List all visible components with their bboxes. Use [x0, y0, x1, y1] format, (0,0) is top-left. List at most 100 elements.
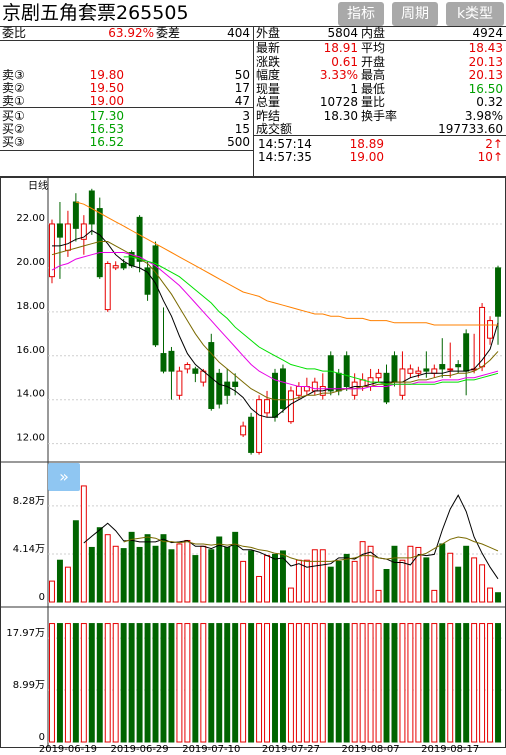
- volume-bar: [311, 549, 318, 603]
- expand-panel-button[interactable]: »: [48, 463, 80, 491]
- candle-body: [136, 216, 143, 262]
- stat-value: 20.13: [468, 54, 503, 69]
- oi-bar: [455, 623, 462, 743]
- candle-body: [447, 368, 454, 371]
- volume-bar: [343, 553, 350, 603]
- volume-bar: [455, 566, 462, 603]
- volume-bar: [375, 589, 382, 603]
- volume-bar: [479, 564, 486, 603]
- candle-body: [375, 372, 382, 379]
- oi-bar: [120, 623, 127, 743]
- candle-body: [160, 353, 167, 372]
- oi-bar: [431, 623, 438, 743]
- stat-value: 3.98%: [464, 108, 503, 123]
- stat-label: 最高: [361, 68, 386, 82]
- bid-label: 买②: [2, 122, 25, 136]
- candle-body: [49, 223, 55, 278]
- oi-bar: [327, 623, 334, 743]
- volume-bar: [248, 550, 255, 603]
- bid-label: 买①: [2, 109, 25, 123]
- oi-bar: [439, 623, 446, 743]
- ma60-line: [75, 201, 498, 326]
- volume-bar: [367, 545, 374, 603]
- candle-body: [232, 381, 239, 388]
- ask-label: 卖②: [2, 81, 25, 95]
- oi-bar: [303, 623, 310, 743]
- oi-bar: [423, 623, 430, 743]
- ask-price: 19.00: [89, 94, 124, 108]
- tick-time: 14:57:14: [258, 137, 312, 151]
- candle-body: [112, 265, 119, 269]
- stat-label: 换手率: [361, 108, 398, 123]
- stat-value: 0.32: [476, 95, 503, 109]
- price-tick-label: 16.00: [16, 345, 45, 356]
- period-label: 日线: [28, 179, 48, 192]
- oi-tick-label: 17.97万: [6, 628, 45, 639]
- ma30-line: [123, 256, 499, 385]
- oi-bar: [359, 623, 366, 743]
- volume-bar: [279, 550, 286, 603]
- page-title: 京剧五角套票265505: [2, 2, 189, 24]
- oi-bar: [471, 623, 478, 743]
- oi-bar: [216, 623, 223, 743]
- price-tick-label: 20.00: [16, 257, 45, 268]
- volume-bar: [128, 531, 135, 603]
- volume-bar: [144, 534, 151, 603]
- date-label: 2019-08-07: [342, 744, 400, 755]
- candle-body: [383, 372, 390, 403]
- tick-vol: 2↑: [485, 137, 503, 151]
- ma5-line: [52, 229, 499, 418]
- oi-bar: [192, 623, 199, 743]
- volume-bar: [327, 566, 334, 603]
- candle-body: [120, 262, 127, 269]
- candle-body: [463, 333, 470, 372]
- kline-chart[interactable]: 日线 22.00 20.00 18.00 16.00 14.00 12.00 8.28万 4.1…: [0, 177, 506, 755]
- oi-bar: [463, 623, 470, 743]
- stat-label: 总量: [256, 95, 281, 109]
- candle-body: [208, 342, 215, 409]
- ask-volume: 47: [234, 94, 250, 108]
- period-button[interactable]: 周期: [392, 2, 438, 26]
- volume-bar: [423, 557, 430, 603]
- volume-bar: [399, 559, 406, 603]
- oi-bar: [232, 623, 239, 743]
- ask-volume: 50: [234, 68, 250, 82]
- volume-bar: [431, 589, 438, 603]
- oi-bar: [295, 623, 302, 743]
- oi-bar: [375, 623, 382, 743]
- candle-body: [80, 223, 87, 240]
- neipan-label: 内盘: [361, 26, 386, 40]
- candle-body: [431, 368, 438, 374]
- oi-bar: [80, 623, 87, 743]
- candle-body: [407, 368, 414, 374]
- stat-value: 0.61: [331, 54, 358, 69]
- oi-bar: [487, 623, 494, 743]
- stat-value: 18.91: [323, 41, 358, 55]
- volume-bar: [319, 549, 326, 603]
- volume-bar: [487, 587, 494, 603]
- oi-bar: [272, 623, 278, 743]
- weicha-label: 委差: [156, 26, 181, 40]
- candle-body: [287, 390, 294, 423]
- oi-bar: [479, 623, 486, 743]
- kline-type-button[interactable]: k类型: [446, 2, 504, 26]
- stat-label: 现量: [256, 81, 281, 96]
- indicator-button[interactable]: 指标: [338, 2, 384, 26]
- candle-body: [256, 399, 263, 453]
- stat-label: 最新: [256, 41, 281, 55]
- volume-bar: [407, 545, 414, 603]
- volume-bar: [160, 534, 167, 603]
- volume-bar: [303, 559, 310, 603]
- volume-bar: [72, 520, 79, 603]
- candle-body: [423, 368, 430, 372]
- oi-bar: [351, 623, 358, 743]
- oi-bar: [399, 623, 406, 743]
- stat-label: 幅度: [256, 68, 281, 82]
- stat-value: 18.30: [323, 108, 358, 123]
- oi-bar: [415, 623, 422, 743]
- oi-bar: [168, 623, 175, 743]
- volume-bar: [152, 545, 159, 603]
- oi-bar: [319, 623, 326, 743]
- weibi-label: 委比: [2, 26, 27, 40]
- volume-bar: [56, 559, 63, 603]
